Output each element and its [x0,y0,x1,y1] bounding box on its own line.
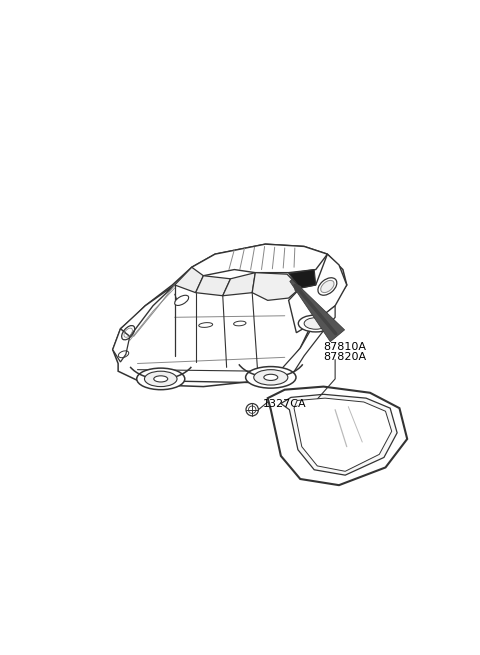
Text: 1327CA: 1327CA [263,398,307,409]
Polygon shape [120,285,175,337]
Polygon shape [290,279,345,342]
Ellipse shape [154,376,168,382]
Ellipse shape [298,315,333,332]
Ellipse shape [137,368,185,390]
Polygon shape [175,267,204,293]
Polygon shape [113,244,347,386]
Ellipse shape [304,318,327,329]
Polygon shape [223,272,255,296]
Polygon shape [182,244,327,285]
Ellipse shape [254,369,288,385]
Text: 87820A: 87820A [324,352,367,362]
Polygon shape [113,329,130,362]
Polygon shape [196,276,230,296]
Polygon shape [294,398,392,472]
Polygon shape [288,270,316,288]
Ellipse shape [246,367,296,388]
Ellipse shape [318,278,337,295]
Polygon shape [262,306,335,383]
Circle shape [246,403,258,416]
Polygon shape [252,272,300,301]
Ellipse shape [175,295,189,305]
Polygon shape [268,386,407,485]
Ellipse shape [144,371,177,386]
Ellipse shape [264,374,278,381]
Text: 87810A: 87810A [324,341,367,352]
Ellipse shape [321,280,334,293]
Polygon shape [288,254,347,333]
Polygon shape [281,394,397,475]
